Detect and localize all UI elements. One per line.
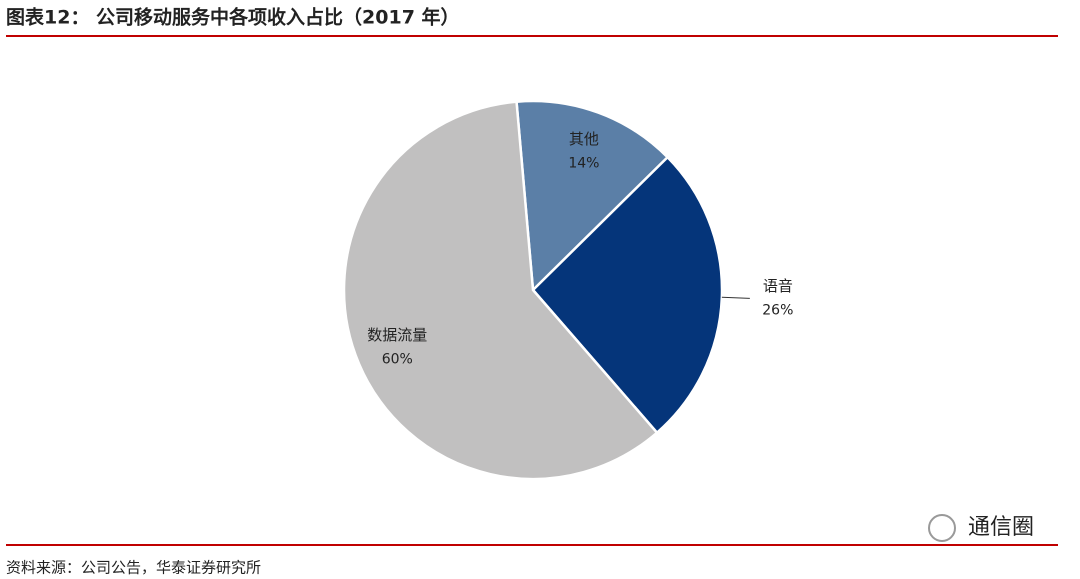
chart-title: 图表12： 公司移动服务中各项收入占比（2017 年） — [6, 6, 460, 29]
slice-value: 14% — [568, 156, 599, 172]
pie-slice — [342, 100, 659, 481]
slice-label: 数据流量 — [367, 326, 427, 344]
slice-label: 语音 — [763, 277, 793, 295]
watermark: 通信圈 — [968, 515, 1034, 540]
pie-slice — [515, 99, 670, 293]
slice-value: 26% — [762, 302, 793, 318]
source-note: 资料来源：公司公告，华泰证券研究所 — [6, 559, 261, 577]
slice-value: 60% — [382, 352, 413, 368]
slice-label: 其他 — [569, 130, 599, 148]
pie-slice — [531, 155, 724, 435]
leader-line — [721, 296, 750, 299]
watermark-icon — [928, 514, 956, 542]
